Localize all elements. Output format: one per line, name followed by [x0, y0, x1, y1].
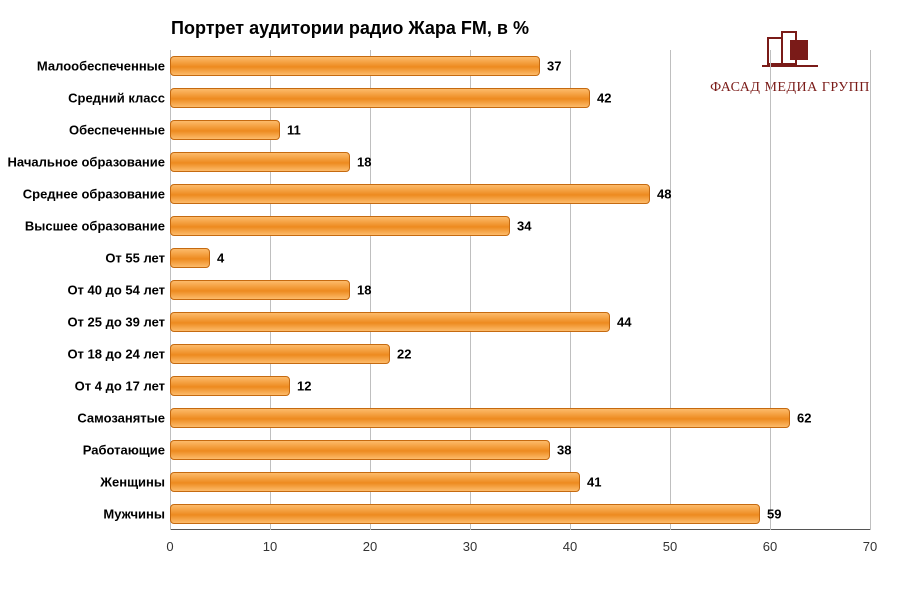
bar: 37	[170, 56, 540, 76]
category-label: Средний класс	[68, 91, 165, 106]
bar-value-label: 59	[767, 507, 781, 522]
category-label: Обеспеченные	[69, 123, 165, 138]
bar-value-label: 4	[217, 251, 224, 266]
category-label: Самозанятые	[77, 411, 165, 426]
category-label: Женщины	[100, 475, 165, 490]
category-label: Мужчины	[103, 507, 165, 522]
bar-value-label: 62	[797, 411, 811, 426]
bar-value-label: 11	[287, 123, 301, 138]
bar: 41	[170, 472, 580, 492]
category-label: От 4 до 17 лет	[75, 379, 165, 394]
bar: 38	[170, 440, 550, 460]
category-label: От 40 до 54 лет	[67, 283, 165, 298]
bar: 18	[170, 280, 350, 300]
bar-value-label: 34	[517, 219, 531, 234]
bar: 12	[170, 376, 290, 396]
x-tick-label: 50	[663, 539, 677, 554]
bar-value-label: 22	[397, 347, 411, 362]
x-tick-label: 40	[563, 539, 577, 554]
category-label: Среднее образование	[23, 187, 165, 202]
bar-value-label: 12	[297, 379, 311, 394]
plot-area: 010203040506070 374211184834418442212623…	[170, 50, 870, 560]
bar: 22	[170, 344, 390, 364]
chart-title: Портрет аудитории радио Жара FM, в %	[0, 18, 700, 39]
category-label: Работающие	[83, 443, 165, 458]
bar-value-label: 41	[587, 475, 601, 490]
bar-value-label: 37	[547, 59, 561, 74]
bar: 48	[170, 184, 650, 204]
bar-value-label: 42	[597, 91, 611, 106]
gridline	[870, 50, 871, 530]
x-tick-label: 60	[763, 539, 777, 554]
bars-group: 37 42 11 18 48 34 4 18 44 22 12 62 38 41 59	[170, 50, 870, 530]
bar: 59	[170, 504, 760, 524]
x-tick-label: 10	[263, 539, 277, 554]
category-label: Малообеспеченные	[37, 59, 165, 74]
bar: 62	[170, 408, 790, 428]
bar: 34	[170, 216, 510, 236]
category-label: От 55 лет	[105, 251, 165, 266]
chart-container: Портрет аудитории радио Жара FM, в % ФАС…	[0, 0, 900, 600]
bar-value-label: 18	[357, 155, 371, 170]
category-label: Высшее образование	[25, 219, 165, 234]
x-tick-label: 20	[363, 539, 377, 554]
bar: 18	[170, 152, 350, 172]
bar-value-label: 48	[657, 187, 671, 202]
bar: 42	[170, 88, 590, 108]
category-label: От 18 до 24 лет	[67, 347, 165, 362]
category-label: Начальное образование	[8, 155, 165, 170]
bar-value-label: 18	[357, 283, 371, 298]
category-label: От 25 до 39 лет	[67, 315, 165, 330]
bar: 11	[170, 120, 280, 140]
bar: 44	[170, 312, 610, 332]
x-tick-label: 70	[863, 539, 877, 554]
bar-value-label: 44	[617, 315, 631, 330]
x-tick-label: 30	[463, 539, 477, 554]
bar-value-label: 38	[557, 443, 571, 458]
bar: 4	[170, 248, 210, 268]
x-tick-label: 0	[166, 539, 173, 554]
